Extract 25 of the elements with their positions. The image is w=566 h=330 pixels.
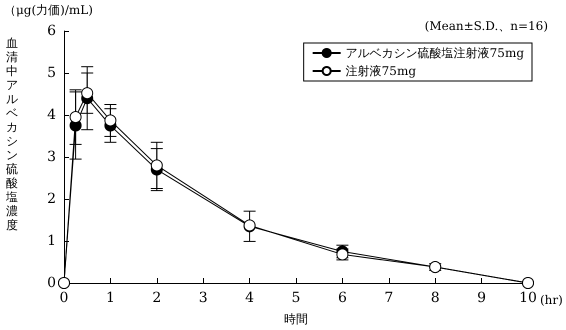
y-tick-label: 2 [47, 191, 56, 207]
x-tick-label: 5 [292, 290, 300, 306]
y-tick-label: 3 [47, 149, 56, 165]
x-tick-label: 0 [60, 290, 68, 306]
y-tick-label: 4 [47, 107, 56, 123]
x-tick-label: 1 [106, 290, 115, 306]
x-axis-title: 時間 [284, 312, 308, 326]
x-tick-label: 9 [477, 290, 486, 306]
legend-label: 注射液75mg [346, 64, 416, 78]
annotation: (Mean±S.D.、n=16) [424, 19, 548, 33]
y-tick-label: 1 [47, 233, 56, 249]
y-tick-label: 0 [47, 275, 56, 291]
y-tick-label: 5 [47, 65, 56, 81]
x-tick-label: 10 [519, 290, 537, 306]
x-tick-label: 8 [430, 290, 440, 306]
text: 血清中アルベカシン硫酸塩濃度 [6, 36, 18, 232]
x-tick-label: 7 [384, 290, 394, 306]
x-tick-label: 4 [245, 290, 254, 306]
text: (hr) [540, 293, 563, 307]
x-tick-label: 2 [152, 290, 162, 306]
text: （μg(力価)/mL) [4, 3, 93, 17]
x-tick-label: 3 [198, 290, 208, 306]
legend-label: アルベカシン硫酸塩注射液75mg [346, 46, 524, 60]
x-tick-label: 6 [338, 290, 347, 306]
y-tick-label: 6 [47, 23, 56, 39]
